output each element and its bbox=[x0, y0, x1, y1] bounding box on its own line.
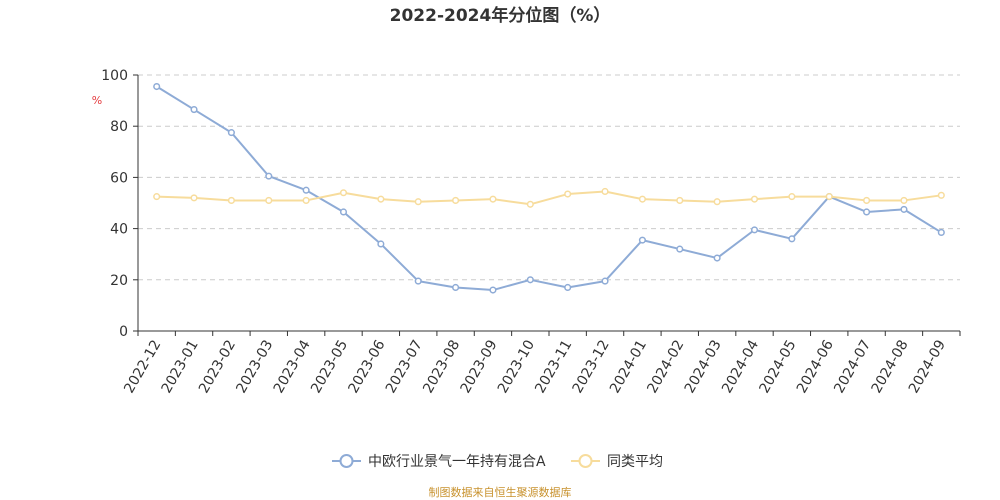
data-point bbox=[676, 245, 684, 253]
gridlines bbox=[138, 74, 960, 281]
x-tick-label: 2023-04 bbox=[271, 337, 314, 396]
y-tick-label: 0 bbox=[119, 324, 128, 340]
data-point bbox=[750, 226, 759, 234]
data-point bbox=[750, 195, 759, 203]
data-point bbox=[863, 208, 871, 216]
x-tick-label: 2023-05 bbox=[308, 337, 351, 396]
series-1 bbox=[153, 82, 945, 294]
data-point bbox=[339, 208, 348, 216]
x-tick-label: 2024-09 bbox=[906, 337, 949, 396]
data-point bbox=[302, 196, 310, 204]
x-tick-label: 2023-11 bbox=[532, 337, 575, 396]
data-point bbox=[638, 236, 646, 244]
legend-swatch-marker bbox=[578, 454, 593, 468]
data-point bbox=[227, 129, 235, 137]
data-point bbox=[489, 286, 497, 294]
data-point bbox=[713, 198, 721, 206]
x-tick-label: 2023-02 bbox=[196, 337, 239, 396]
y-tick-label: 80 bbox=[110, 119, 128, 135]
data-point bbox=[265, 172, 273, 180]
data-point bbox=[227, 196, 235, 204]
data-point bbox=[190, 106, 198, 114]
x-tick-label: 2024-02 bbox=[644, 337, 687, 396]
data-point bbox=[265, 196, 273, 204]
x-tick-label: 2024-03 bbox=[682, 337, 725, 396]
legend-item-1[interactable]: 中欧行业景气一年持有混合A bbox=[332, 454, 546, 470]
data-point bbox=[377, 195, 385, 203]
data-point bbox=[190, 194, 198, 202]
y-tick-label: 60 bbox=[110, 170, 128, 186]
x-tick-label: 2023-09 bbox=[458, 337, 501, 396]
data-point bbox=[526, 276, 534, 284]
x-tick-label: 2024-05 bbox=[756, 337, 799, 396]
x-tick-label: 2023-07 bbox=[383, 337, 426, 396]
x-tick-label: 2024-01 bbox=[607, 337, 650, 396]
data-point bbox=[302, 186, 310, 194]
x-tick-label: 2024-07 bbox=[831, 337, 874, 396]
data-point bbox=[414, 277, 422, 285]
data-point bbox=[339, 189, 348, 197]
y-tick-label: 100 bbox=[101, 68, 128, 84]
data-point bbox=[601, 277, 609, 285]
data-point bbox=[564, 283, 572, 292]
data-point bbox=[713, 254, 721, 262]
data-point bbox=[489, 195, 497, 203]
data-point bbox=[900, 205, 908, 213]
data-point bbox=[153, 193, 161, 201]
legend-swatch-marker bbox=[339, 454, 354, 468]
data-point bbox=[825, 193, 833, 201]
data-point bbox=[788, 235, 796, 243]
data-point bbox=[377, 240, 385, 248]
y-tick-label: 40 bbox=[110, 222, 128, 238]
x-tick-label: 2023-10 bbox=[495, 337, 538, 396]
data-point bbox=[526, 200, 534, 208]
data-point bbox=[863, 196, 871, 204]
axes: 0 20 40 60 80 100 2022-122023-012023-022023-03… bbox=[101, 68, 961, 396]
y-tick-label: 20 bbox=[110, 273, 128, 289]
chart-title: 2022-2024年分位图（%） bbox=[390, 5, 611, 26]
data-point bbox=[601, 187, 609, 196]
data-point bbox=[564, 190, 572, 198]
data-point bbox=[414, 198, 422, 206]
data-point bbox=[452, 196, 460, 204]
x-tick-label: 2023-03 bbox=[233, 337, 276, 396]
x-tick-label: 2024-06 bbox=[794, 337, 837, 396]
x-tick-label: 2023-06 bbox=[345, 337, 388, 396]
data-point bbox=[788, 193, 796, 201]
x-tick-label: 2022-12 bbox=[121, 337, 164, 396]
data-point bbox=[676, 196, 684, 204]
series-layer bbox=[153, 82, 945, 294]
series-line bbox=[156, 85, 942, 292]
data-point bbox=[638, 195, 646, 203]
data-point bbox=[153, 82, 161, 91]
data-point bbox=[937, 191, 945, 199]
legend-label: 中欧行业景气一年持有混合A bbox=[368, 454, 546, 470]
data-point bbox=[937, 228, 945, 236]
x-tick-label: 2023-08 bbox=[420, 337, 463, 396]
legend-label: 同类平均 bbox=[607, 454, 663, 470]
series-line bbox=[156, 190, 942, 206]
x-tick-label: 2023-01 bbox=[159, 337, 202, 396]
legend[interactable]: 中欧行业景气一年持有混合A 同类平均 bbox=[332, 454, 663, 470]
y-axis-unit-label: % bbox=[92, 94, 102, 107]
data-point bbox=[452, 283, 460, 292]
source-note: 制图数据来自恒生聚源数据库 bbox=[429, 485, 572, 499]
legend-item-2[interactable]: 同类平均 bbox=[571, 454, 663, 470]
series-2 bbox=[153, 187, 945, 208]
x-tick-label: 2024-08 bbox=[869, 337, 912, 396]
x-tick-label: 2024-04 bbox=[719, 337, 762, 396]
data-point bbox=[900, 196, 908, 204]
x-tick-label: 2023-12 bbox=[570, 337, 613, 396]
